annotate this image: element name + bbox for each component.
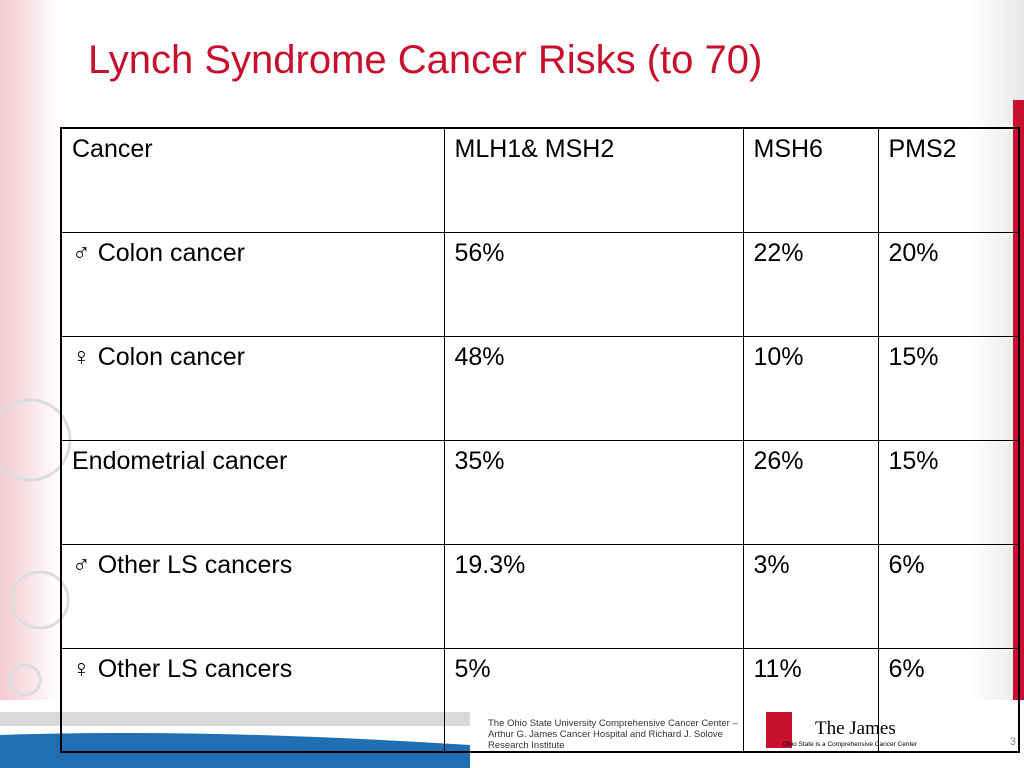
slide-title: Lynch Syndrome Cancer Risks (to 70) — [88, 38, 763, 82]
table-row: Endometrial cancer 35% 26% 15% — [60, 439, 1020, 545]
table-cell: 6% — [877, 543, 1020, 649]
table-cell: Endometrial cancer — [60, 439, 445, 545]
table-cell: MLH1& MSH2 — [443, 127, 744, 233]
table-row: ♂ Colon cancer 56% 22% 20% — [60, 231, 1020, 337]
table-cell: PMS2 — [877, 127, 1020, 233]
table-cell: Cancer — [60, 127, 445, 233]
table-cell: 56% — [443, 231, 744, 337]
table-cell: 26% — [742, 439, 879, 545]
table-cell: ♀ Colon cancer — [60, 335, 445, 441]
risk-table: Cancer MLH1& MSH2 MSH6 PMS2 ♂ Colon cancer 56… — [60, 127, 1020, 753]
table-cell: 20% — [877, 231, 1020, 337]
table-cell: 35% — [443, 439, 744, 545]
table-cell: 3% — [742, 543, 879, 649]
table-cell: ♀ Other LS cancers — [60, 647, 445, 753]
header-row: Cancer MLH1& MSH2 MSH6 PMS2 — [60, 127, 1020, 233]
table-cell: 48% — [443, 335, 744, 441]
table-row: ♀ Colon cancer 48% 10% 15% — [60, 335, 1020, 441]
table-cell: 15% — [877, 335, 1020, 441]
table-row: ♀ Other LS cancers 5% 11% 6% — [60, 647, 1020, 753]
table-cell: ♂ Other LS cancers — [60, 543, 445, 649]
table-cell: 6% — [877, 647, 1020, 753]
table-cell: 22% — [742, 231, 879, 337]
table-cell: 19.3% — [443, 543, 744, 649]
table-cell: 15% — [877, 439, 1020, 545]
table-row: ♂ Other LS cancers 19.3% 3% 6% — [60, 543, 1020, 649]
table-cell: 10% — [742, 335, 879, 441]
table-cell: 11% — [742, 647, 879, 753]
table-cell: 5% — [443, 647, 744, 753]
table-cell: ♂ Colon cancer — [60, 231, 445, 337]
table-cell: MSH6 — [742, 127, 879, 233]
